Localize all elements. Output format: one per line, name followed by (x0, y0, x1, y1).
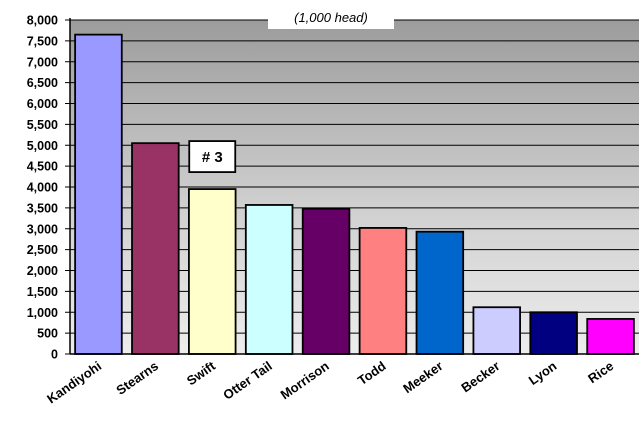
x-tick-label: Meeker (400, 358, 445, 396)
x-tick-label: Becker (458, 358, 502, 395)
y-tick-label: 1,500 (27, 285, 58, 299)
y-tick-label: 2,500 (27, 243, 58, 257)
bars (74, 33, 635, 355)
y-tick-label: 0 (51, 348, 58, 362)
x-tick-label: Lyon (526, 358, 560, 388)
annotation-text: # 3 (202, 149, 223, 166)
bar-swift (188, 188, 237, 355)
annotation-box (188, 140, 237, 173)
x-tick-label: Kandiyohi (44, 358, 104, 406)
rank-annotation: # 3 (188, 140, 237, 173)
axes (65, 18, 639, 355)
bar-lyon (529, 311, 578, 355)
bar-morrison (301, 207, 351, 355)
y-tick-label: 4,000 (27, 181, 58, 195)
y-tick-label: 2,000 (27, 264, 58, 278)
x-tick-labels: Kandiyohi Stearns Swift Otter Tail Morrison T… (44, 358, 616, 407)
unit-label: (1,000 head) (294, 10, 368, 25)
bar-meeker (415, 230, 465, 355)
y-tick-label: 3,000 (27, 222, 58, 236)
y-tick-label: 1,000 (27, 306, 58, 320)
y-tick-label: 3,500 (27, 201, 58, 215)
y-tick-labels: 0 500 1,000 1,500 2,000 2,500 3,000 3,500 4,000 4… (27, 14, 58, 362)
y-tick-label: 6,000 (27, 97, 58, 111)
x-tick-label: Stearns (113, 358, 161, 398)
unit-label-box: (1,000 head) (268, 7, 394, 29)
x-tick-label: Todd (355, 358, 389, 388)
y-tick-label: 7,500 (27, 34, 58, 48)
y-tick-label: 5,500 (27, 118, 58, 132)
y-tick-label: 500 (37, 327, 58, 341)
bar-becker (472, 306, 521, 355)
x-tick-label: Otter Tail (220, 358, 275, 402)
bar-todd (358, 227, 408, 355)
y-tick-label: 5,000 (27, 139, 58, 153)
x-tick-label: Rice (585, 358, 616, 386)
bar-kandiyohi (74, 33, 123, 355)
bar-otter-tail (244, 204, 294, 355)
y-tick-label: 8,000 (27, 14, 58, 28)
bar-rice (586, 318, 635, 355)
bar-stearns (131, 142, 180, 355)
y-tick-label: 4,500 (27, 160, 58, 174)
x-tick-label: Swift (184, 358, 219, 388)
x-tick-label: Morrison (278, 358, 332, 402)
y-tick-label: 7,000 (27, 55, 58, 69)
y-tick-label: 6,500 (27, 76, 58, 90)
